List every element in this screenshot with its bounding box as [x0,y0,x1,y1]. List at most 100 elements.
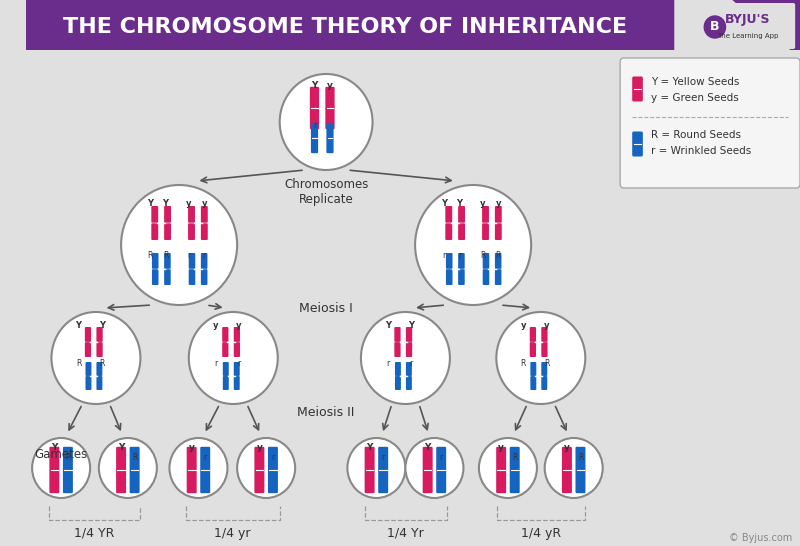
FancyBboxPatch shape [223,376,229,390]
FancyBboxPatch shape [151,206,158,223]
FancyBboxPatch shape [620,58,800,188]
Text: 1/4 yr: 1/4 yr [214,526,250,539]
Text: Gametes: Gametes [34,448,87,461]
FancyBboxPatch shape [223,362,229,376]
FancyBboxPatch shape [268,447,278,493]
Text: Y: Y [118,442,124,452]
Text: r: r [386,359,390,367]
Text: y: y [186,199,191,209]
FancyBboxPatch shape [85,327,91,342]
FancyBboxPatch shape [530,362,536,376]
FancyBboxPatch shape [446,206,452,223]
FancyBboxPatch shape [436,447,446,493]
Text: r: r [238,359,241,367]
Circle shape [545,438,602,498]
FancyBboxPatch shape [97,376,102,390]
Text: Y: Y [162,199,169,209]
Text: r: r [442,251,446,259]
FancyBboxPatch shape [394,327,401,342]
FancyBboxPatch shape [542,376,547,390]
FancyBboxPatch shape [632,132,643,157]
Text: Y: Y [457,199,462,209]
FancyBboxPatch shape [326,87,334,129]
Text: THE CHROMOSOME THEORY OF INHERITANCE: THE CHROMOSOME THEORY OF INHERITANCE [63,17,627,37]
FancyBboxPatch shape [422,447,433,493]
FancyBboxPatch shape [86,362,91,376]
Text: R: R [544,359,550,367]
Text: R: R [578,454,583,462]
FancyBboxPatch shape [530,342,536,357]
Text: BYJU'S: BYJU'S [725,14,770,27]
FancyBboxPatch shape [188,223,195,240]
FancyBboxPatch shape [130,447,140,493]
Text: R: R [99,359,105,367]
FancyBboxPatch shape [189,269,195,285]
Text: y: y [257,442,262,452]
Text: 1/4 YR: 1/4 YR [74,526,114,539]
Text: y: y [564,442,570,452]
Text: R: R [521,359,526,367]
Text: r: r [202,251,206,259]
Text: r: r [410,359,413,367]
Text: R: R [66,454,70,462]
FancyBboxPatch shape [152,269,158,285]
Text: Y: Y [311,81,318,91]
Circle shape [415,185,531,305]
FancyBboxPatch shape [97,342,102,357]
Text: r: r [382,454,385,462]
Text: Y: Y [425,442,431,452]
FancyBboxPatch shape [542,327,547,342]
FancyBboxPatch shape [482,223,489,240]
Text: Y = Yellow Seeds: Y = Yellow Seeds [651,77,739,87]
Circle shape [170,438,227,498]
FancyBboxPatch shape [446,253,453,269]
Circle shape [496,312,586,404]
FancyBboxPatch shape [234,376,240,390]
Text: R: R [512,454,518,462]
FancyBboxPatch shape [116,447,126,493]
Circle shape [479,438,537,498]
Circle shape [406,438,463,498]
Polygon shape [674,0,790,50]
Text: r: r [313,121,316,129]
Circle shape [280,74,373,170]
FancyBboxPatch shape [495,223,502,240]
Text: y: y [189,442,194,452]
Text: y: y [236,322,242,330]
Text: y: y [521,322,526,330]
Text: y: y [213,322,218,330]
Text: Y: Y [98,322,105,330]
Text: R: R [480,251,486,259]
Text: r: r [204,454,207,462]
Text: Y: Y [75,322,82,330]
Circle shape [237,438,295,498]
FancyBboxPatch shape [530,376,536,390]
FancyBboxPatch shape [97,327,102,342]
FancyBboxPatch shape [632,76,643,102]
FancyBboxPatch shape [482,269,490,285]
FancyBboxPatch shape [446,269,453,285]
Text: Y: Y [408,322,414,330]
FancyBboxPatch shape [152,253,158,269]
FancyBboxPatch shape [201,223,208,240]
Text: r: r [187,251,190,259]
FancyBboxPatch shape [458,269,465,285]
Text: y: y [544,322,550,330]
Text: y: y [498,442,504,452]
FancyBboxPatch shape [63,447,73,493]
Text: R: R [76,359,82,367]
FancyBboxPatch shape [406,342,412,357]
Text: 1/4 yR: 1/4 yR [521,526,561,539]
FancyBboxPatch shape [482,206,489,223]
FancyBboxPatch shape [406,376,412,390]
Text: r: r [439,454,443,462]
Text: Chromosomes
Replicate: Chromosomes Replicate [284,178,368,206]
FancyBboxPatch shape [189,253,195,269]
FancyBboxPatch shape [395,376,401,390]
Text: Meiosis I: Meiosis I [299,301,353,314]
FancyBboxPatch shape [697,3,795,49]
FancyBboxPatch shape [254,447,264,493]
Circle shape [51,312,141,404]
FancyBboxPatch shape [530,327,536,342]
FancyBboxPatch shape [186,447,197,493]
